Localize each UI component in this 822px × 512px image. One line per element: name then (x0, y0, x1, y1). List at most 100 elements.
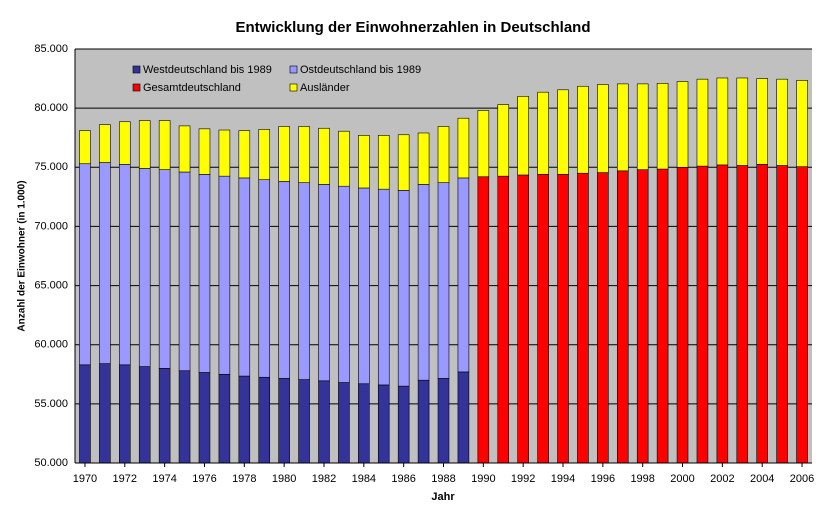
x-tick-label: 1972 (113, 473, 137, 485)
bar (756, 78, 768, 165)
bar (517, 174, 529, 464)
bar (119, 164, 131, 366)
bar (597, 84, 609, 173)
x-tick-label: 2002 (710, 473, 734, 485)
bar (198, 128, 211, 175)
bar (716, 77, 729, 166)
bar (258, 179, 271, 378)
bar (358, 187, 370, 385)
legend-swatch (132, 83, 141, 92)
x-axis-label: Jahr (431, 491, 455, 503)
x-tick-label: 2006 (790, 473, 814, 485)
legend-label: Ausländer (300, 82, 350, 94)
y-tick-label: 65.000 (34, 279, 68, 291)
bar (318, 127, 330, 185)
chart-title: Entwicklung der Einwohnerzahlen in Deuts… (235, 19, 590, 36)
y-tick-label: 50.000 (34, 457, 68, 469)
bar (238, 130, 251, 179)
bar (457, 177, 470, 373)
bar (457, 371, 470, 464)
bar (198, 372, 211, 464)
bar (656, 168, 669, 464)
bar (736, 77, 749, 166)
bar (99, 162, 111, 364)
legend-label: Ostdeutschland bis 1989 (300, 64, 421, 76)
bar (616, 170, 629, 464)
bar (676, 166, 689, 464)
bar (358, 135, 370, 189)
bar (278, 181, 290, 379)
x-tick-label: 1986 (391, 473, 415, 485)
bar (557, 89, 569, 175)
bar (138, 168, 151, 367)
y-tick-label: 60.000 (34, 339, 68, 351)
bar (79, 163, 91, 366)
bar (178, 171, 191, 372)
bar (377, 135, 390, 190)
legend-label: Westdeutschland bis 1989 (143, 64, 272, 76)
x-tick-label: 1978 (232, 473, 256, 485)
y-tick-label: 70.000 (34, 220, 68, 232)
bar (676, 81, 689, 168)
bar (377, 384, 390, 464)
bar (537, 174, 549, 464)
x-tick-label: 1980 (272, 473, 296, 485)
x-tick-label: 1990 (471, 473, 495, 485)
bar (577, 172, 589, 464)
bar (278, 126, 290, 182)
bar (776, 78, 788, 166)
bar (158, 368, 171, 464)
bar (636, 83, 649, 170)
bar (437, 182, 450, 379)
bar (756, 164, 768, 464)
bar (696, 78, 709, 167)
bar (796, 166, 808, 464)
bar (417, 379, 430, 464)
bar (796, 80, 808, 167)
bar (258, 129, 271, 181)
bar (616, 83, 629, 172)
x-tick-label: 1992 (511, 473, 535, 485)
bar (437, 378, 450, 464)
bar (158, 120, 171, 170)
bar (218, 373, 231, 464)
bar (218, 175, 231, 375)
bar (497, 104, 510, 177)
bar (696, 165, 709, 464)
bar (198, 174, 211, 373)
bar (238, 177, 251, 377)
legend-label: Gesamtdeutschland (143, 82, 241, 94)
bar (557, 174, 569, 464)
bar (99, 124, 111, 163)
bar (477, 110, 490, 178)
bar (79, 364, 91, 464)
bar (99, 363, 111, 464)
x-tick-label: 1976 (192, 473, 216, 485)
x-tick-label: 1970 (73, 473, 97, 485)
bar (318, 380, 330, 464)
x-tick-label: 2000 (670, 473, 694, 485)
bar (218, 129, 231, 177)
bar (138, 120, 151, 169)
y-tick-label: 55.000 (34, 398, 68, 410)
bar (298, 182, 310, 380)
x-tick-label: 1996 (591, 473, 615, 485)
bar (517, 96, 529, 176)
bar (716, 164, 729, 464)
bar (79, 130, 91, 165)
bar (736, 165, 749, 464)
bar (577, 85, 589, 174)
bar (397, 134, 410, 191)
legend-swatch (289, 83, 298, 92)
x-tick-label: 1984 (352, 473, 376, 485)
bar (377, 188, 390, 386)
bar (318, 184, 330, 382)
bar (397, 190, 410, 387)
x-tick-label: 2004 (750, 473, 774, 485)
bar (238, 375, 251, 464)
bar (178, 125, 191, 173)
bar (178, 370, 191, 464)
bar (258, 376, 271, 464)
